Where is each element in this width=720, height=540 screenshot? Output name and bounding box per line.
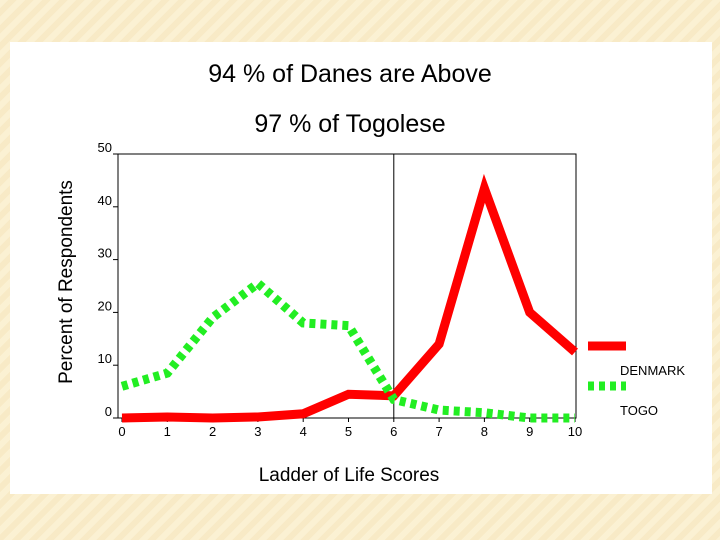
- series-line-togo: [120, 277, 575, 423]
- x-tick-label: 4: [300, 424, 307, 439]
- x-axis-ticks: 0 1 2 3 4 5 6 7 8 9 10: [118, 418, 582, 439]
- y-tick-label: 20: [98, 298, 112, 313]
- legend-label-denmark: DENMARK: [620, 363, 685, 378]
- legend-label-togo: TOGO: [620, 403, 658, 418]
- y-axis-label: Percent of Respondents: [56, 180, 77, 384]
- y-tick-label: 0: [105, 404, 112, 419]
- y-tick-label: 10: [98, 351, 112, 366]
- legend: DENMARK TOGO: [588, 341, 685, 418]
- x-tick-label: 7: [435, 424, 442, 439]
- x-tick-label: 9: [526, 424, 533, 439]
- x-tick-label: 3: [254, 424, 261, 439]
- chart-title-line-1: 94 % of Danes are Above: [208, 60, 492, 88]
- y-axis-ticks: 0 10 20 30 40 50: [98, 140, 118, 419]
- x-tick-label: 5: [345, 424, 352, 439]
- chart-title-line-2: 97 % of Togolese: [254, 110, 445, 138]
- x-axis-label: Ladder of Life Scores: [259, 465, 440, 486]
- series-line-denmark: [121, 173, 578, 423]
- x-tick-label: 8: [481, 424, 488, 439]
- x-tick-label: 0: [118, 424, 125, 439]
- x-tick-label: 10: [568, 424, 582, 439]
- x-tick-label: 6: [390, 424, 397, 439]
- plot-frame: [117, 153, 577, 419]
- y-tick-label: 50: [98, 140, 112, 155]
- y-tick-label: 40: [98, 193, 112, 208]
- series-group: [120, 173, 578, 423]
- y-tick-label: 30: [98, 246, 112, 261]
- x-tick-label: 2: [209, 424, 216, 439]
- x-tick-label: 1: [164, 424, 171, 439]
